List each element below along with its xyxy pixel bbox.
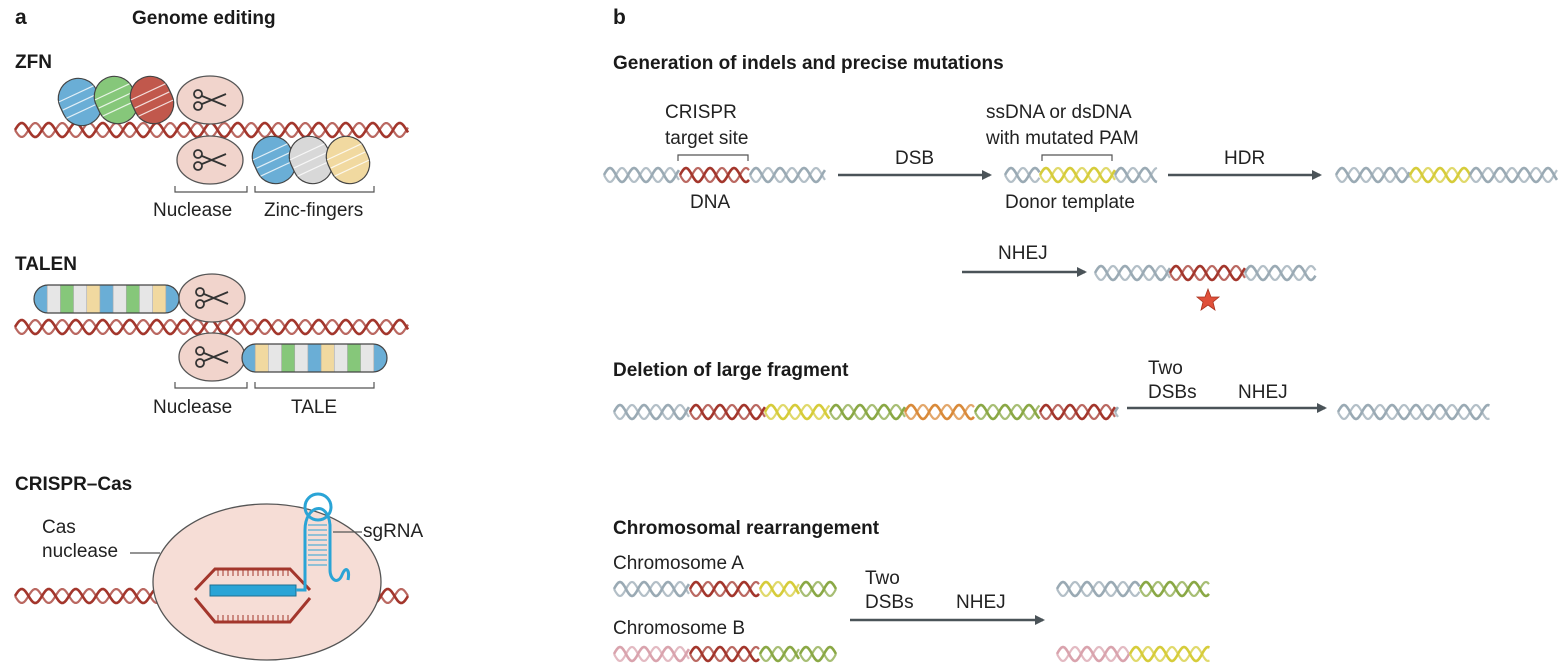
crispr-target-line1: CRISPR [665,102,737,123]
zfn-nuclease-label: Nuclease [153,200,233,221]
zfn-finger-blue [57,77,103,127]
dna-label: DNA [690,192,731,213]
scissors-icon [195,346,229,368]
dsb-label: DSB [895,148,935,169]
mutation-star-icon [1195,287,1221,311]
deletion-two-line2: DSBs [1148,382,1197,403]
nhej-indel-label: NHEJ [998,243,1048,264]
talen-nuclease-bottom [178,332,246,382]
donor-template-dna [1003,166,1158,184]
rearrangement-nhej-label: NHEJ [956,592,1006,613]
crispr-target-line2: target site [665,128,749,149]
zfn-dna-helix [13,121,410,139]
zfn-finger-yellow [325,135,371,185]
donor-line2: with mutated PAM [986,128,1139,149]
deletion-two-line1: Two [1148,358,1183,379]
sgrna-guide-bar [209,584,297,597]
indels-title: Generation of indels and precise mutatio… [613,53,1004,74]
scissors-icon [195,287,229,309]
panel-a-title: Genome editing [132,8,276,29]
dna-bubble [193,567,312,624]
talen-nuclease-bracket [174,382,248,389]
cas-label-line1: Cas [42,517,76,538]
zfn-title: ZFN [15,52,52,73]
donor-line1: ssDNA or dsDNA [986,102,1132,123]
talen-tale-label: TALE [291,397,338,418]
indels-target-dna [602,166,827,184]
donor-bracket [1041,154,1113,161]
talen-tale-bracket [254,382,375,389]
rearrangement-two-line1: Two [865,568,900,589]
cas-label-line2: nuclease [42,541,119,562]
zfn-nuclease-top [176,75,244,125]
hdr-label: HDR [1224,148,1266,169]
chromosome-a-label: Chromosome A [613,553,744,574]
sgrna-hairpin [296,492,350,592]
scissors-icon [193,89,227,111]
rearranged-b-dna [1055,645,1210,663]
talen-title: TALEN [15,254,77,275]
deletion-source-dna [612,403,1120,421]
zfn-finger-blue-2 [251,135,297,185]
talen-nuclease-label: Nuclease [153,397,233,418]
rearranged-a-dna [1055,580,1210,598]
crispr-title: CRISPR–Cas [15,474,133,495]
rearrangement-two-line2: DSBs [865,592,914,613]
zfn-zinc-fingers-label: Zinc-fingers [264,200,364,221]
talen-nuclease-top [178,273,246,323]
chromosome-b-dna [612,645,838,663]
zfn-finger-red [129,75,175,125]
donor-template-label: Donor template [1005,192,1135,213]
rearrangement-title: Chromosomal rearrangement [613,518,880,539]
zfn-zinc-fingers-bracket [254,186,375,193]
sgrna-label: sgRNA [363,521,424,542]
panel-b-letter: b [613,6,626,29]
chromosome-b-label: Chromosome B [613,618,745,639]
zfn-finger-green [93,75,139,125]
scissors-icon [193,149,227,171]
zfn-nuclease-bracket [174,186,248,193]
talen-tale-bottom [241,343,388,373]
deletion-title: Deletion of large fragment [613,360,849,381]
hdr-result-dna [1334,166,1559,184]
crispr-target-bracket [677,154,749,161]
nhej-result-dna [1093,264,1317,282]
chromosome-a-dna [612,580,838,598]
panel-a-letter: a [15,6,27,29]
deletion-result-dna [1336,403,1490,421]
zfn-nuclease-bottom [176,135,244,185]
talen-tale-top [33,284,180,314]
deletion-nhej-label: NHEJ [1238,382,1288,403]
cas-nuclease [152,503,382,661]
